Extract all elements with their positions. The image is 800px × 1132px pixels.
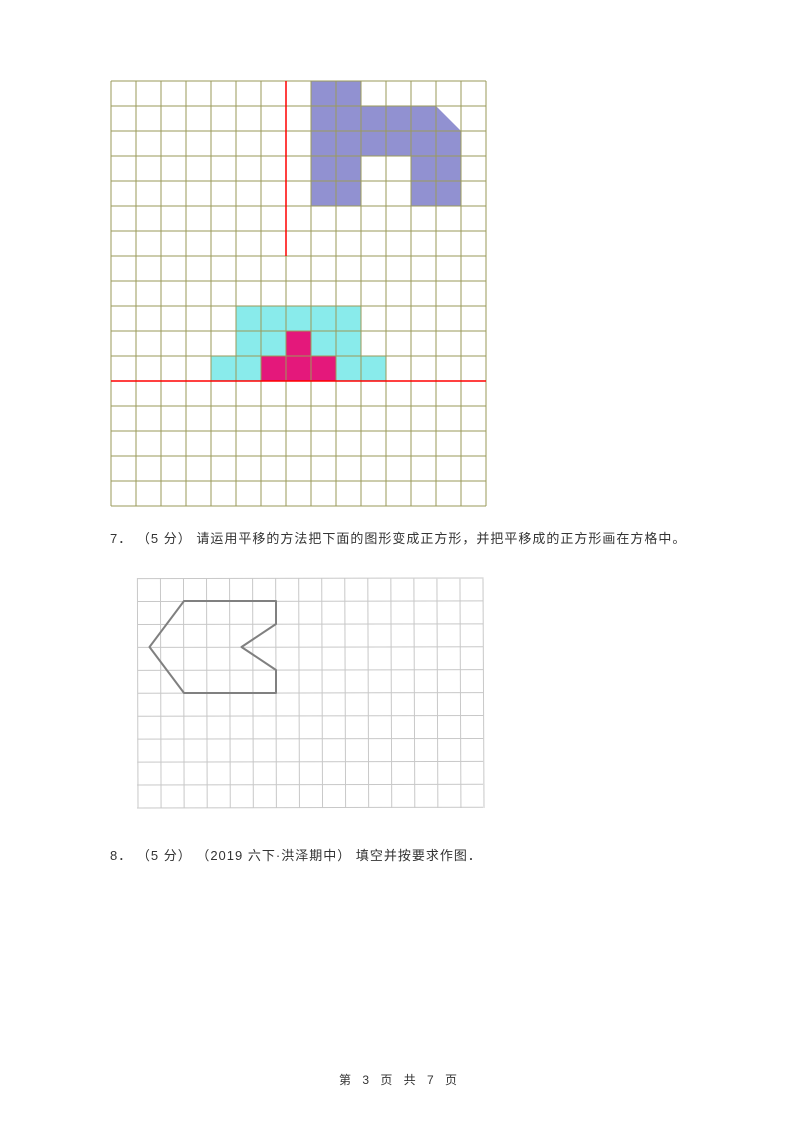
grid2-svg (136, 576, 485, 810)
figure-grid-1 (110, 80, 488, 501)
question-8-source: （2019 六下·洪泽期中） (196, 848, 351, 863)
question-8-points: （5 分） (137, 848, 192, 863)
question-7: 7． （5 分） 请运用平移的方法把下面的图形变成正方形，并把平移成的正方形画在… (110, 529, 690, 550)
grid1-svg (110, 80, 487, 507)
question-7-number: 7． (110, 531, 132, 546)
question-8-number: 8． (110, 848, 132, 863)
page-number: 第 3 页 共 7 页 (339, 1073, 461, 1087)
page-footer: 第 3 页 共 7 页 (0, 1071, 800, 1088)
question-7-text: 请运用平移的方法把下面的图形变成正方形，并把平移成的正方形画在方格中。 (196, 531, 686, 546)
question-8: 8． （5 分） （2019 六下·洪泽期中） 填空并按要求作图． (110, 846, 690, 867)
question-7-points: （5 分） (137, 531, 192, 546)
figure-grid-2 (136, 576, 480, 816)
question-8-text: 填空并按要求作图． (356, 848, 482, 863)
